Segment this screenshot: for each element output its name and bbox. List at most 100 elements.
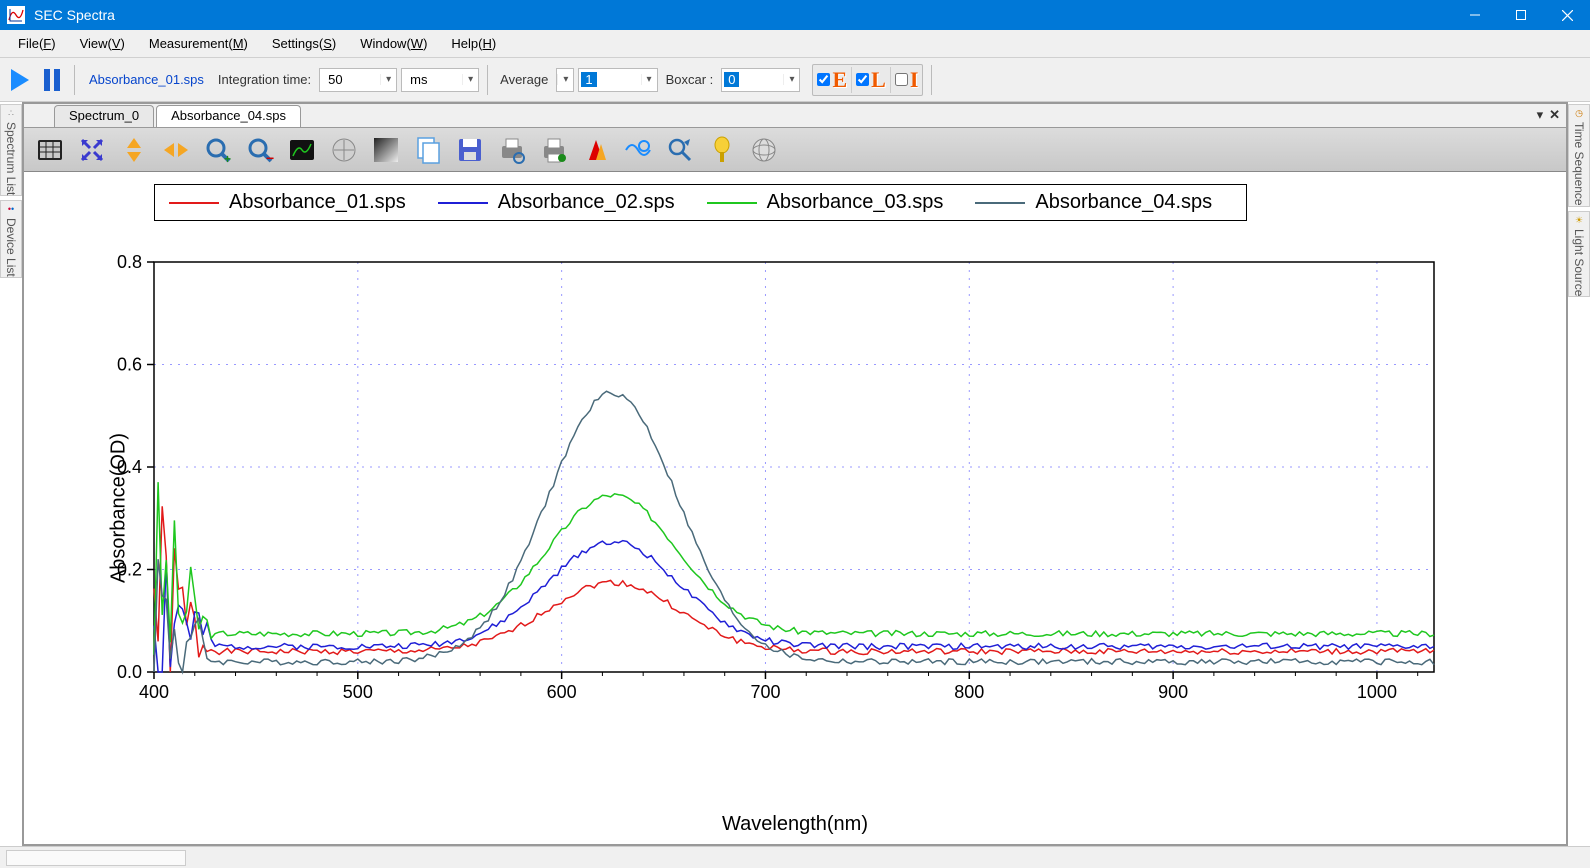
tab-absorbance-04[interactable]: Absorbance_04.sps xyxy=(156,105,301,127)
current-file-label[interactable]: Absorbance_01.sps xyxy=(83,72,210,87)
spectrum-list-label: Spectrum List xyxy=(4,122,18,195)
wave-zoom-button[interactable] xyxy=(620,132,656,168)
copy-button[interactable] xyxy=(410,132,446,168)
chart-legend: Absorbance_01.sps Absorbance_02.sps Absorb… xyxy=(154,184,1247,221)
legend-label: Absorbance_04.sps xyxy=(1035,191,1212,214)
menu-file[interactable]: File(F) xyxy=(6,32,68,55)
light-source-tab[interactable]: ☀ Light Source xyxy=(1568,211,1590,297)
document-area: Spectrum_0 Absorbance_04.sps ▾ ✕ + − xyxy=(22,102,1568,846)
maximize-button[interactable] xyxy=(1498,0,1544,30)
statusbar xyxy=(0,846,1590,868)
data-table-button[interactable] xyxy=(32,132,68,168)
chevron-down-icon: ▾ xyxy=(783,74,799,85)
svg-text:700: 700 xyxy=(750,682,780,702)
tab-dropdown-button[interactable]: ▾ xyxy=(1537,107,1544,123)
document-tabs: Spectrum_0 Absorbance_04.sps ▾ ✕ xyxy=(24,104,1566,128)
integration-time-combo[interactable]: 50 ▾ xyxy=(319,68,397,92)
separator xyxy=(74,65,75,95)
letter-i-icon: I xyxy=(910,67,919,93)
workspace: ∴ Spectrum List •• Device List Spectrum_… xyxy=(0,102,1590,846)
legend-swatch xyxy=(707,202,757,204)
menu-help[interactable]: Help(H) xyxy=(439,32,508,55)
pause-button[interactable] xyxy=(38,62,66,98)
toggle-i[interactable]: I xyxy=(891,67,923,93)
chevron-down-icon: ▾ xyxy=(462,74,478,85)
left-panel-tabs: ∴ Spectrum List •• Device List xyxy=(0,102,22,846)
svg-text:400: 400 xyxy=(139,682,169,702)
menubar: File(F) View(V) Measurement(M) Settings(… xyxy=(0,30,1590,58)
svg-text:1000: 1000 xyxy=(1357,682,1397,702)
tab-close-button[interactable]: ✕ xyxy=(1549,107,1560,123)
menu-settings[interactable]: Settings(S) xyxy=(260,32,348,55)
save-button[interactable] xyxy=(452,132,488,168)
zoom-in-button[interactable]: + xyxy=(200,132,236,168)
gradient-button[interactable] xyxy=(368,132,404,168)
letter-e-icon: E xyxy=(832,67,847,93)
globe-button[interactable] xyxy=(746,132,782,168)
pin-icon: ∴ xyxy=(8,109,14,118)
legend-label: Absorbance_02.sps xyxy=(498,191,675,214)
spectrum-list-tab[interactable]: ∴ Spectrum List xyxy=(0,104,22,196)
average-label: Average xyxy=(496,72,552,87)
integration-time-label: Integration time: xyxy=(214,72,315,87)
print-preview-button[interactable] xyxy=(494,132,530,168)
scale-x-button[interactable] xyxy=(158,132,194,168)
pin-icon: •• xyxy=(8,205,14,214)
menu-window[interactable]: Window(W) xyxy=(348,32,439,55)
integration-unit-combo[interactable]: ms ▾ xyxy=(401,68,479,92)
average-value: 1 xyxy=(581,72,596,87)
close-button[interactable] xyxy=(1544,0,1590,30)
separator xyxy=(487,65,488,95)
boxcar-label: Boxcar : xyxy=(662,72,718,87)
tab-spectrum-0[interactable]: Spectrum_0 xyxy=(54,105,154,127)
toggle-e[interactable]: E xyxy=(813,67,852,93)
window-title: SEC Spectra xyxy=(30,7,1452,23)
toggle-l[interactable]: L xyxy=(852,67,891,93)
svg-text:500: 500 xyxy=(343,682,373,702)
autoscale-button[interactable] xyxy=(74,132,110,168)
light-source-label: Light Source xyxy=(1572,229,1586,296)
status-cell xyxy=(6,850,186,866)
play-button[interactable] xyxy=(6,62,34,98)
cursor-zoom-button[interactable] xyxy=(662,132,698,168)
integration-time-value: 50 xyxy=(320,72,380,87)
svg-text:0.8: 0.8 xyxy=(117,252,142,272)
time-sequence-tab[interactable]: ◷ Time Sequence xyxy=(1568,104,1590,207)
svg-text:0.6: 0.6 xyxy=(117,355,142,375)
menu-measurement[interactable]: Measurement(M) xyxy=(137,32,260,55)
toggle-i-checkbox[interactable] xyxy=(895,73,908,86)
legend-swatch xyxy=(975,202,1025,204)
svg-text:0.0: 0.0 xyxy=(117,662,142,682)
toggle-e-checkbox[interactable] xyxy=(817,73,830,86)
svg-text:900: 900 xyxy=(1158,682,1188,702)
chevron-down-icon: ▾ xyxy=(557,74,573,85)
average-arrow[interactable]: ▾ xyxy=(556,68,574,92)
print-button[interactable] xyxy=(536,132,572,168)
average-combo[interactable]: 1 ▾ xyxy=(578,68,657,92)
legend-item: Absorbance_04.sps xyxy=(975,191,1212,214)
right-panel-tabs: ◷ Time Sequence ☀ Light Source xyxy=(1568,102,1590,846)
boxcar-value: 0 xyxy=(724,72,739,87)
boxcar-combo[interactable]: 0 ▾ xyxy=(721,68,800,92)
y-axis-label: Absorbance(OD) xyxy=(108,433,131,583)
svg-text:600: 600 xyxy=(547,682,577,702)
zoom-out-button[interactable]: − xyxy=(242,132,278,168)
toggle-l-checkbox[interactable] xyxy=(856,73,869,86)
device-list-tab[interactable]: •• Device List xyxy=(0,200,22,278)
chevron-down-icon: ▾ xyxy=(641,74,657,85)
scale-y-button[interactable] xyxy=(116,132,152,168)
capture-button[interactable] xyxy=(284,132,320,168)
menu-view[interactable]: View(V) xyxy=(68,32,137,55)
separator xyxy=(931,65,932,95)
minimize-button[interactable] xyxy=(1452,0,1498,30)
legend-item: Absorbance_03.sps xyxy=(707,191,944,214)
svg-text:+: + xyxy=(224,152,231,164)
peak-button[interactable] xyxy=(578,132,614,168)
grid-button[interactable] xyxy=(326,132,362,168)
legend-item: Absorbance_01.sps xyxy=(169,191,406,214)
legend-label: Absorbance_03.sps xyxy=(767,191,944,214)
marker-button[interactable] xyxy=(704,132,740,168)
eli-toggle-group: E L I xyxy=(812,64,923,96)
bulb-icon: ☀ xyxy=(1575,216,1583,225)
legend-swatch xyxy=(438,202,488,204)
